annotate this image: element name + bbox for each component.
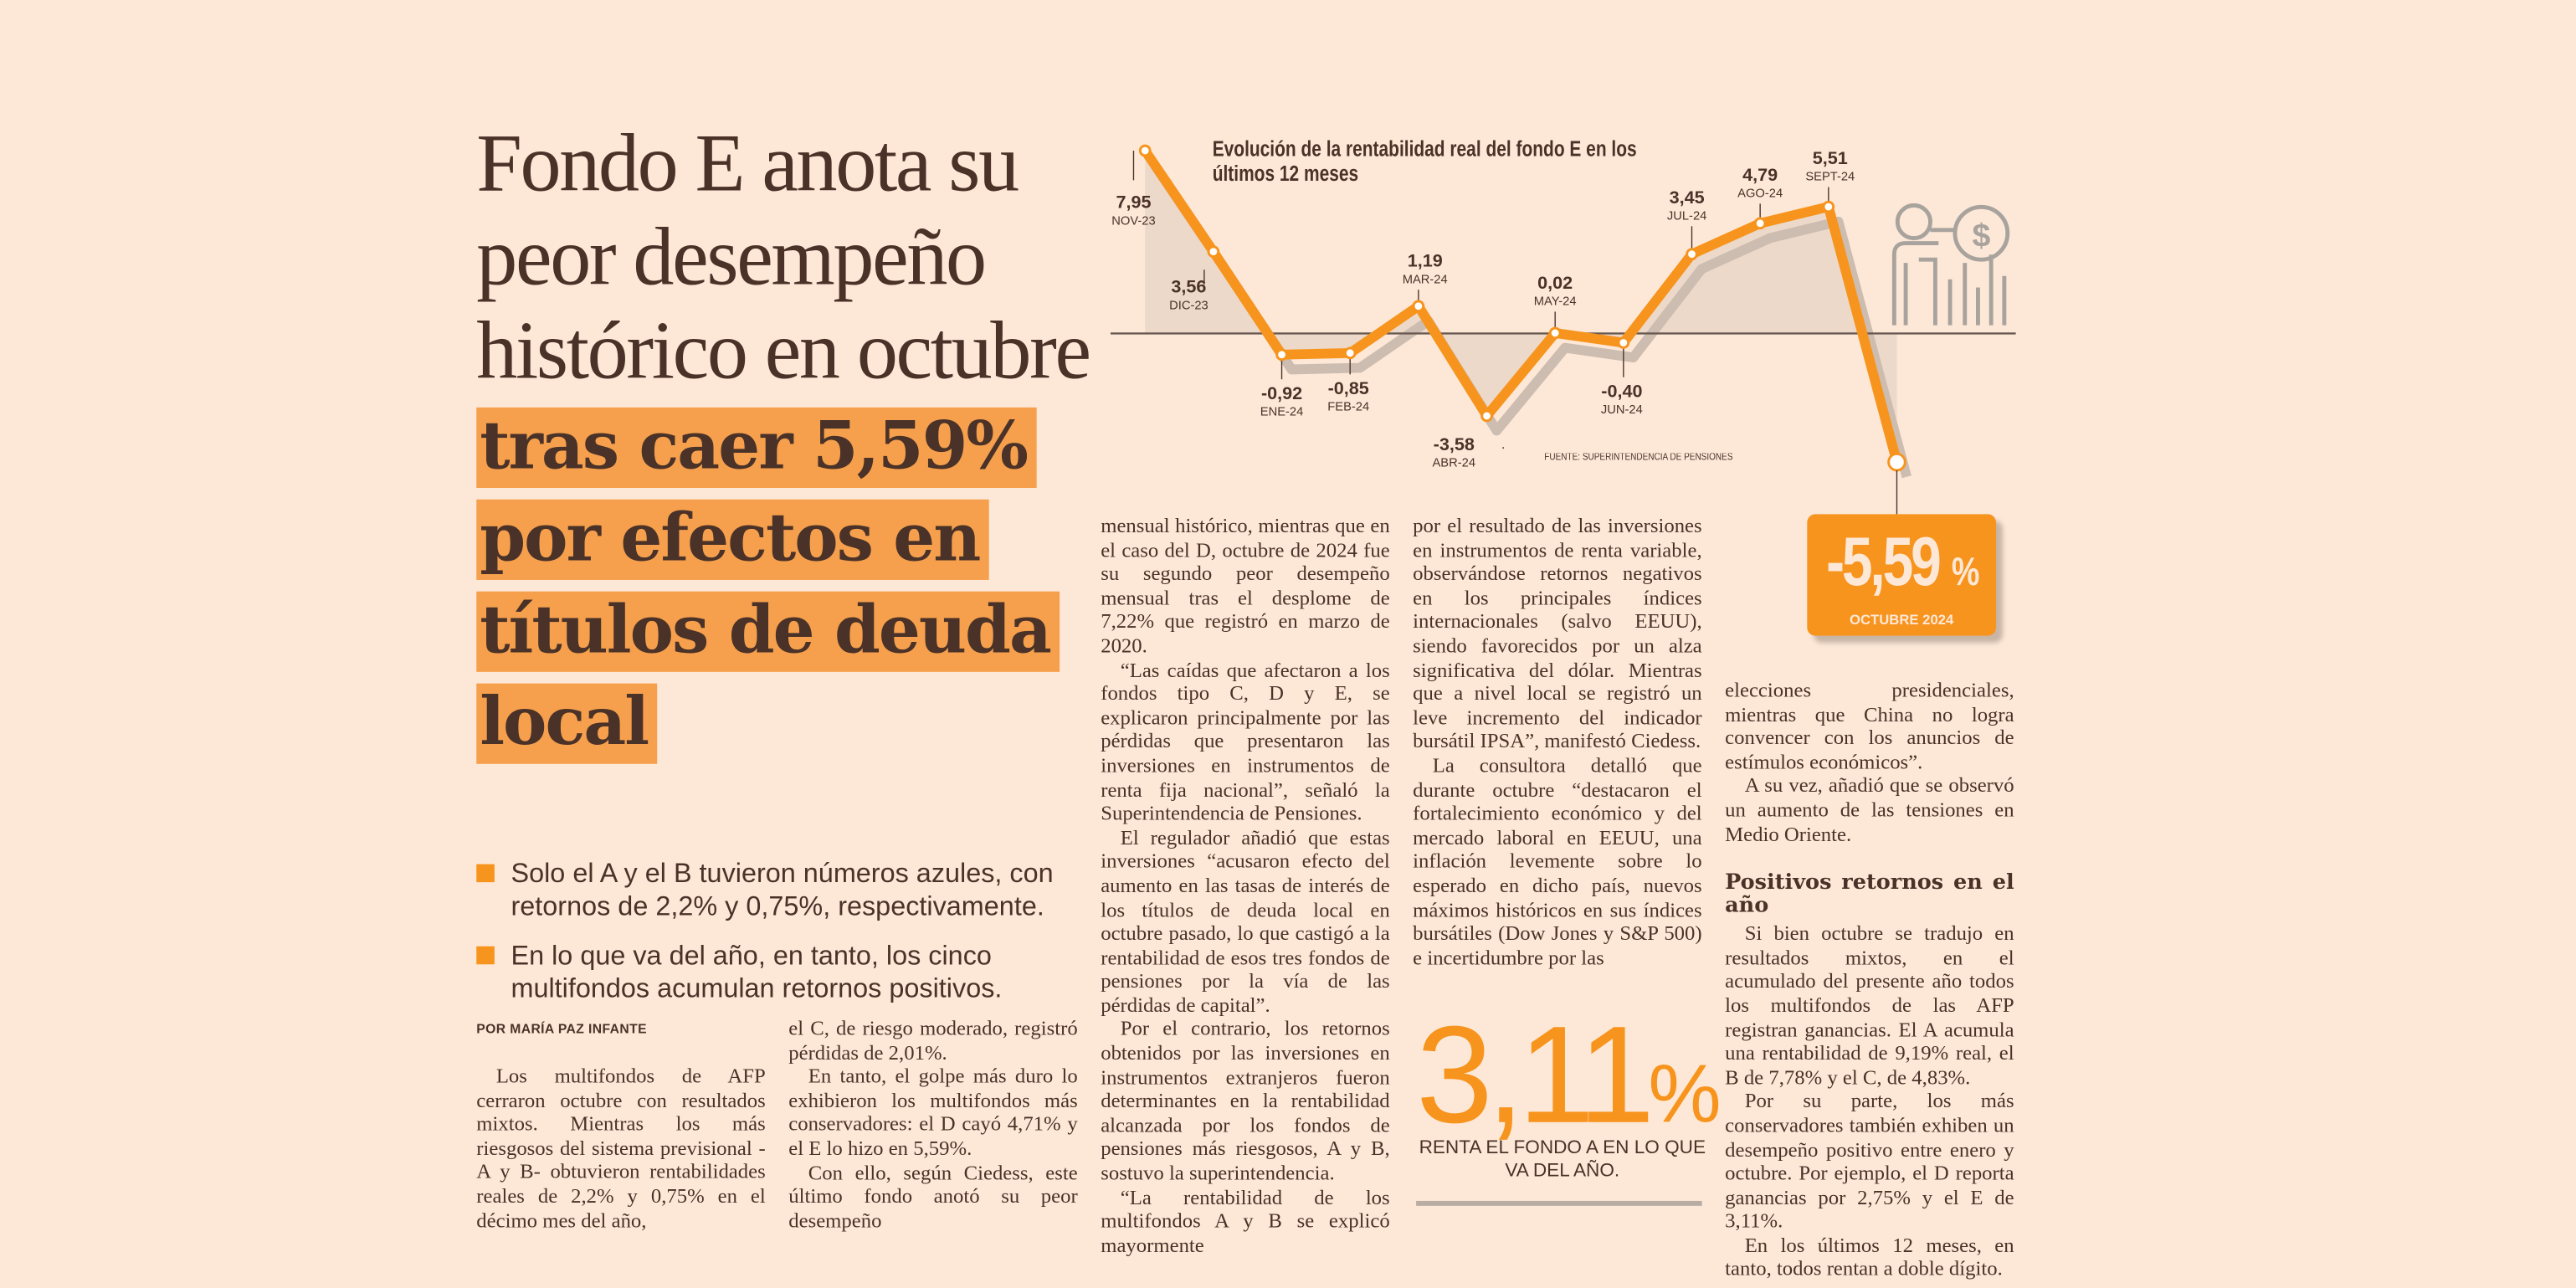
callout-unit: %: [1648, 1048, 1721, 1141]
paragraph: “Las caídas que afectaron a los fondos t…: [1101, 658, 1390, 825]
bullet-item: Solo el A y el B tuvieron números azules…: [476, 858, 1101, 924]
paragraph: En tanto, el golpe más duro lo exhibiero…: [788, 1065, 1078, 1160]
paragraph: Los multifondos de AFP cerraron octubre …: [476, 1065, 766, 1232]
tick-label: JUL-24: [1667, 209, 1706, 223]
data-point: [1412, 300, 1425, 313]
data-point: [1480, 409, 1493, 423]
tick-label: NOV-23: [1111, 214, 1155, 228]
box-value: -5,59 %: [1826, 521, 1980, 614]
tick-label: AGO-24: [1737, 187, 1783, 200]
square-bullet-icon: [476, 946, 495, 965]
box-unit: %: [1951, 550, 1980, 595]
headline-light: Fondo E anota su peor desempeño históric…: [476, 116, 1091, 397]
paragraph: por el resultado de las inversiones en i…: [1413, 514, 1702, 753]
tick-label: FEB-24: [1327, 401, 1369, 414]
tick-label: JUN-24: [1601, 403, 1643, 417]
paragraph: Por su parte, los más conservadores tamb…: [1725, 1090, 2014, 1233]
data-label: -0,92: [1261, 382, 1302, 403]
paragraph: El regulador añadió que estas inversione…: [1101, 825, 1390, 1017]
svg-text:$: $: [1972, 217, 1990, 254]
data-point: [1343, 346, 1357, 360]
data-label: -0,85: [1328, 377, 1369, 398]
bullet-item: En lo que va del año, en tanto, los cinc…: [476, 940, 1101, 1006]
data-point: [1207, 245, 1220, 259]
data-label: 1,19: [1408, 250, 1443, 271]
square-bullet-icon: [476, 864, 495, 883]
paragraph: Por el contrario, los retornos obtenidos…: [1101, 1018, 1390, 1185]
paragraph: Con ello, según Ciedess, este último fon…: [788, 1160, 1078, 1232]
box-number: -5,59: [1826, 522, 1942, 600]
paragraph: Si bien octubre se tradujo en resultados…: [1725, 921, 2014, 1089]
data-point: [1617, 336, 1630, 349]
area-fill: [1145, 151, 1897, 463]
column-2: el C, de riesgo moderado, registró pérdi…: [788, 1017, 1077, 1233]
callout-number: 3,11: [1416, 997, 1655, 1152]
bullet-text: En lo que va del año, en tanto, los cinc…: [511, 941, 1003, 1004]
box-label: OCTUBRE 2024: [1850, 611, 1954, 628]
paragraph: “La rentabilidad de los multifondos A y …: [1101, 1185, 1390, 1257]
data-label: 3,45: [1670, 187, 1705, 208]
october-result-box: -5,59 % OCTUBRE 2024: [1807, 514, 1997, 636]
headline: Fondo E anota su peor desempeño históric…: [476, 116, 1101, 767]
data-label: 5,51: [1813, 147, 1848, 168]
column-5: elecciones presidenciales, mientras que …: [1725, 679, 2014, 1282]
data-point: [1686, 248, 1698, 261]
callout-value: 3,11%: [1416, 1002, 1722, 1166]
tick-label: MAY-24: [1534, 295, 1577, 309]
subheading: Positivos retornos en el año: [1725, 870, 2014, 919]
data-point: [1822, 200, 1835, 213]
paragraph: elecciones presidenciales, mientras que …: [1725, 678, 2014, 774]
data-label: -0,40: [1601, 380, 1642, 401]
data-point: [1753, 217, 1767, 230]
data-point: [1138, 144, 1152, 157]
column-1: Los multifondos de AFP cerraron octubre …: [476, 1065, 765, 1233]
tick-label: ABR-24: [1432, 457, 1475, 470]
chart-title: Evolución de la rentabilidad real del fo…: [1212, 136, 1637, 186]
data-point: [1548, 326, 1562, 340]
summary-bullets: Solo el A y el B tuvieron números azules…: [476, 858, 1101, 1022]
data-point: [1887, 452, 1906, 472]
tick-label: DIC-23: [1169, 299, 1208, 312]
tick-label: SEPT-24: [1805, 171, 1855, 184]
data-label: 7,95: [1116, 192, 1151, 213]
person-with-money-and-bar-chart-icon: $: [1891, 203, 2010, 326]
data-label: 3,56: [1171, 276, 1206, 297]
byline: POR MARÍA PAZ INFANTE: [476, 1021, 647, 1037]
data-label: 4,79: [1742, 164, 1778, 185]
column-3: mensual histórico, mientras que en el ca…: [1101, 514, 1389, 1257]
data-label: 0,02: [1537, 272, 1573, 293]
bullet-text: Solo el A y el B tuvieron números azules…: [511, 859, 1054, 922]
series-line: [1141, 147, 1902, 464]
paragraph: el C, de riesgo moderado, registró pérdi…: [788, 1017, 1078, 1065]
paragraph: A su vez, añadió que se observó un aumen…: [1725, 774, 2014, 846]
data-label: -3,58: [1434, 434, 1475, 454]
tick-label: MAR-24: [1403, 273, 1448, 286]
paragraph: En los últimos 12 meses, en tanto, todos…: [1725, 1233, 2014, 1281]
divider: [1416, 1200, 1702, 1206]
chart-source: FUENTE: SUPERINTENDENCIA DE PENSIONES: [1544, 453, 1733, 464]
paragraph: La consultora detalló que durante octubr…: [1413, 753, 1702, 969]
data-point: [1275, 348, 1288, 362]
column-4: por el resultado de las inversiones en i…: [1413, 514, 1701, 969]
paragraph: mensual histórico, mientras que en el ca…: [1101, 514, 1390, 658]
tick-label: ENE-24: [1260, 405, 1304, 418]
callout-caption: RENTA EL FONDO A EN LO QUE VA DEL AÑO.: [1419, 1138, 1706, 1182]
